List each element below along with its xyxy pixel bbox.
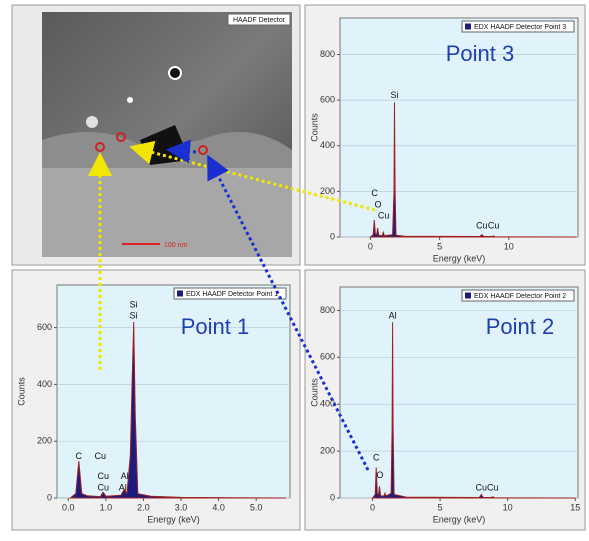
x-axis-label: Energy (keV) bbox=[433, 514, 486, 524]
y-tick-label: 600 bbox=[320, 352, 335, 362]
y-tick-label: 600 bbox=[320, 95, 335, 105]
chart-title: Point 2 bbox=[486, 314, 555, 339]
y-axis-label: Counts bbox=[16, 377, 26, 406]
x-tick-label: 2.0 bbox=[137, 502, 150, 512]
x-axis-label: Energy (keV) bbox=[147, 514, 200, 524]
x-tick-label: 0 bbox=[368, 241, 373, 251]
x-tick-label: 15 bbox=[570, 502, 580, 512]
peak-label: Cu bbox=[97, 471, 109, 481]
y-tick-label: 200 bbox=[320, 186, 335, 196]
x-tick-label: 1.0 bbox=[100, 502, 113, 512]
bright-spot bbox=[86, 116, 98, 128]
peak-label: Cu bbox=[94, 451, 106, 461]
legend-swatch bbox=[465, 24, 471, 30]
peak-label: Cu bbox=[378, 210, 390, 220]
peak-label: Cu bbox=[97, 482, 109, 492]
image-panel: HAADF Detector 100 nm bbox=[12, 5, 300, 265]
legend-swatch bbox=[177, 291, 183, 297]
peak-label: Al bbox=[119, 482, 127, 492]
peak-label: Si bbox=[130, 299, 138, 309]
x-tick-label: 10 bbox=[503, 502, 513, 512]
figure: HAADF Detector 100 nm 0 200 400 600 800 0 5 10 E… bbox=[0, 0, 589, 536]
peak-label: C bbox=[373, 453, 380, 463]
peak-label: Cu bbox=[476, 483, 488, 493]
x-tick-label: 3.0 bbox=[175, 502, 188, 512]
y-axis-label: Counts bbox=[309, 378, 319, 407]
scale-bar-label: 100 nm bbox=[164, 242, 188, 249]
x-tick-label: 0 bbox=[370, 502, 375, 512]
y-tick-label: 0 bbox=[47, 492, 52, 502]
x-axis-label: Energy (keV) bbox=[433, 253, 486, 263]
peak-label: Cu bbox=[488, 220, 500, 230]
peak-label: Cu bbox=[487, 483, 499, 493]
x-tick-label: 0.0 bbox=[62, 502, 75, 512]
peak-label: Al bbox=[389, 311, 397, 321]
legend-label: EDX HAADF Detector Point 2 bbox=[474, 293, 566, 300]
detector-label: HAADF Detector bbox=[233, 17, 286, 24]
x-tick-label: 10 bbox=[504, 241, 514, 251]
y-tick-label: 400 bbox=[320, 140, 335, 150]
y-tick-label: 800 bbox=[320, 49, 335, 59]
x-tick-label: 5.0 bbox=[250, 502, 263, 512]
legend-label: EDX HAADF Detector Point 1 bbox=[186, 291, 278, 298]
peak-label: C bbox=[371, 188, 378, 198]
y-tick-label: 200 bbox=[37, 436, 52, 446]
plot-area bbox=[57, 285, 290, 498]
y-tick-label: 0 bbox=[330, 492, 335, 502]
y-axis-label: Counts bbox=[309, 113, 319, 142]
peak-label: O bbox=[376, 470, 383, 480]
chart-title: Point 1 bbox=[181, 314, 250, 339]
x-tick-label: 4.0 bbox=[212, 502, 225, 512]
x-tick-label: 5 bbox=[438, 502, 443, 512]
y-tick-label: 800 bbox=[320, 305, 335, 315]
peak-label: Cu bbox=[476, 220, 488, 230]
peak-label: C bbox=[76, 451, 83, 461]
chart-title: Point 3 bbox=[446, 41, 515, 66]
peak-label: Si bbox=[130, 311, 138, 321]
legend-swatch bbox=[465, 293, 471, 299]
void bbox=[169, 67, 181, 79]
y-tick-label: 600 bbox=[37, 322, 52, 332]
y-tick-label: 400 bbox=[37, 379, 52, 389]
peak-label: Si bbox=[391, 90, 399, 100]
legend-label: EDX HAADF Detector Point 3 bbox=[474, 24, 566, 31]
y-tick-label: 200 bbox=[320, 445, 335, 455]
peak-label: O bbox=[375, 199, 382, 209]
bright-spot bbox=[127, 97, 133, 103]
peak-label: Al bbox=[121, 471, 129, 481]
x-tick-label: 5 bbox=[437, 241, 442, 251]
y-tick-label: 0 bbox=[330, 231, 335, 241]
